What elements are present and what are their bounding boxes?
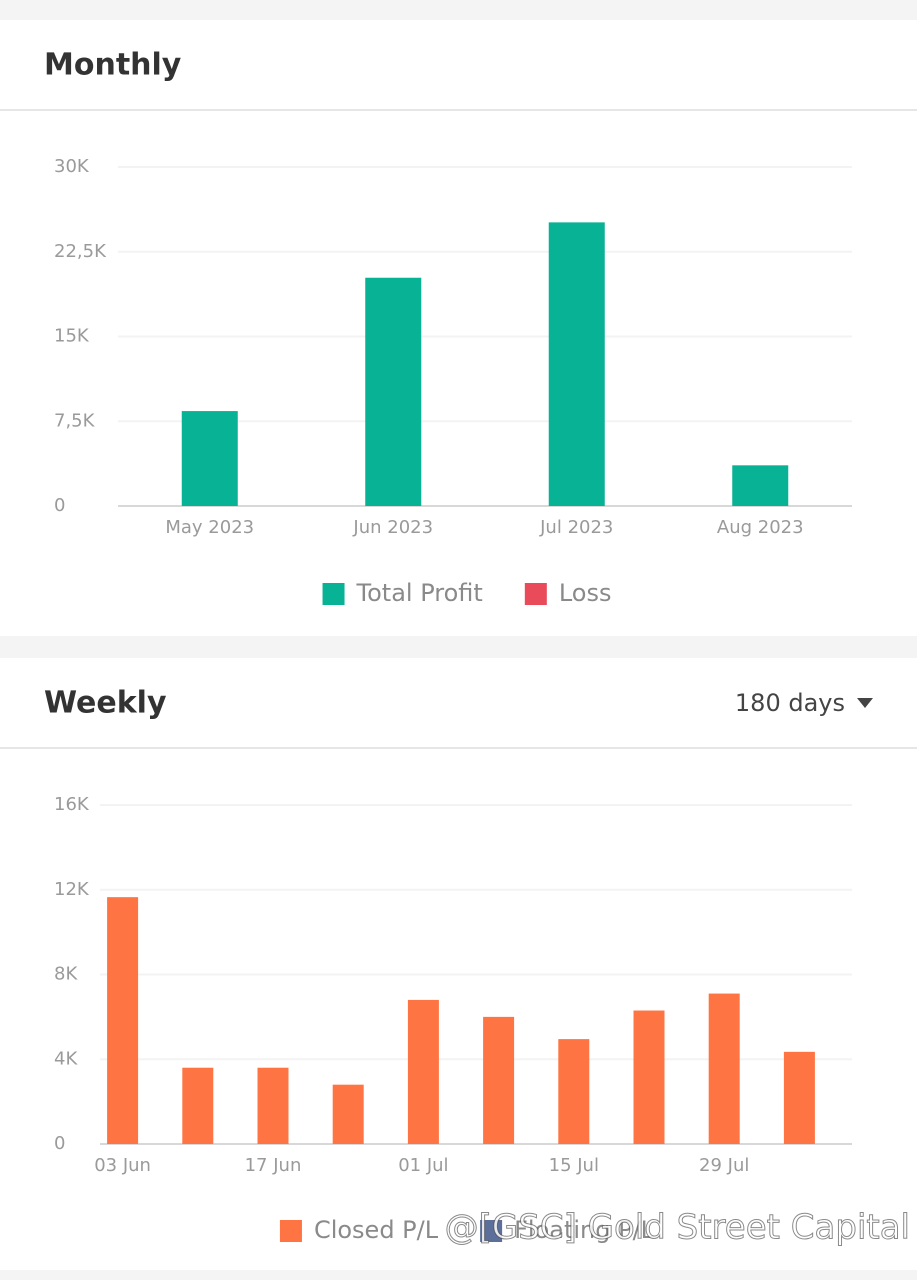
x-tick-label: 17 Jun [245, 1155, 302, 1176]
y-tick-label: 4K [54, 1048, 78, 1069]
watermark: @[GSC] Gold Street Capital [445, 1208, 910, 1248]
y-tick-label: 22,5K [54, 241, 107, 262]
monthly-card [0, 20, 917, 636]
bar [483, 1016, 515, 1144]
x-tick-label: Jun 2023 [352, 517, 433, 538]
y-tick-label: 16K [54, 794, 90, 815]
legend-label: Total Profit [356, 579, 483, 607]
bar [783, 1051, 815, 1144]
bar [181, 411, 238, 506]
bar [633, 1010, 665, 1144]
x-tick-label: 01 Jul [398, 1155, 448, 1176]
bar [407, 999, 439, 1144]
bar [257, 1067, 289, 1144]
legend-swatch [480, 1220, 503, 1242]
x-tick-label: Jul 2023 [539, 517, 613, 538]
legend-swatch [524, 583, 547, 605]
x-tick-label: Aug 2023 [717, 517, 804, 538]
x-tick-label: 29 Jul [699, 1155, 749, 1176]
weekly-card [0, 658, 917, 1270]
legend-swatch [322, 583, 345, 605]
bar [558, 1039, 590, 1144]
legend-label: Floating P/L [514, 1216, 655, 1244]
bar [732, 465, 789, 506]
dropdown-arrow[interactable] [857, 698, 873, 708]
card-title: Weekly [44, 686, 167, 721]
bar [332, 1084, 364, 1144]
bar [107, 897, 139, 1144]
bar [365, 277, 422, 506]
y-tick-label: 30K [54, 156, 90, 177]
y-tick-label: 15K [54, 326, 90, 347]
bar [182, 1067, 214, 1144]
y-tick-label: 8K [54, 964, 78, 985]
legend-label: Loss [559, 579, 612, 607]
legend-swatch [279, 1220, 302, 1242]
card-title: Monthly [44, 48, 182, 83]
period-selector[interactable]: 180 days [735, 689, 845, 717]
bar [548, 222, 605, 506]
legend-label: Closed P/L [314, 1216, 439, 1244]
x-tick-label: 03 Jun [94, 1155, 151, 1176]
y-tick-label: 12K [54, 879, 90, 900]
x-tick-label: 15 Jul [549, 1155, 599, 1176]
y-tick-label: 7,5K [54, 410, 96, 431]
bar [708, 993, 740, 1144]
y-tick-label: 0 [54, 495, 65, 516]
y-tick-label: 0 [54, 1133, 65, 1154]
x-tick-label: May 2023 [165, 517, 254, 538]
